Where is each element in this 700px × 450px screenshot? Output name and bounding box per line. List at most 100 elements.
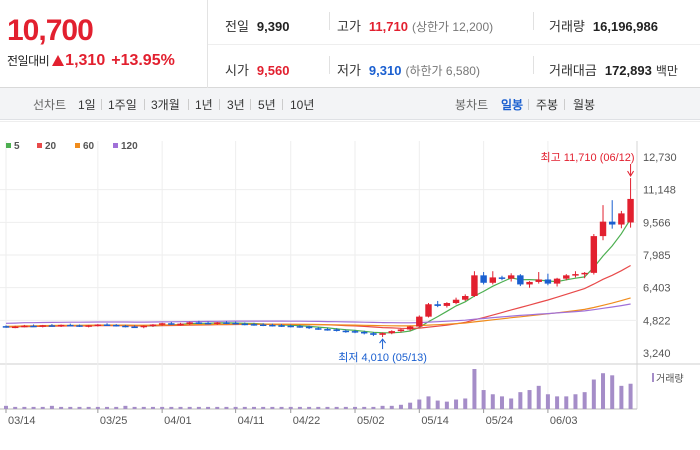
volume-bar [573,394,578,409]
volume-bar [509,398,514,409]
candle-body [443,303,451,306]
volume-label: 거래량 [656,373,684,385]
candle-body [259,324,267,326]
volume-bar [582,392,587,409]
candle-body [241,323,249,326]
x-tick-label: 04/22 [293,415,321,427]
range-3y[interactable]: 3년 [227,98,245,112]
volume-legend-swatch [652,373,654,382]
candle-body [406,326,414,330]
volume-bar [426,396,431,409]
candle-body [498,277,506,279]
volume-bar [150,406,155,409]
candle-body [305,326,313,329]
candle-daily[interactable]: 일봉 [501,98,524,112]
price-summary: 10,700 전일대비 1,310 +13.95% 전일 9,390 고가 11,710… [0,0,700,88]
divider [144,99,145,110]
candle-weekly[interactable]: 주봉 [536,98,559,112]
range-3m[interactable]: 3개월 [151,98,180,112]
volume-bar [114,406,119,409]
low-annotation: 최저 4,010 (05/13) [338,351,427,364]
candle-body [342,330,350,333]
candle-body [158,323,166,325]
candle-body [269,324,276,327]
volume-bars: 거래량 [4,369,684,409]
candle-body [324,329,331,331]
volume-bar [31,406,36,409]
volume-bar [288,406,293,409]
volume-bar [160,406,165,409]
volume-bar [518,392,523,409]
volume-bar [105,406,110,409]
candle-body [287,325,294,328]
range-5y[interactable]: 5년 [258,98,276,112]
chart-svg: 5 20 60 120 12,730 11,148 9,566 7,985 6,403 4,82… [0,120,700,427]
range-1y[interactable]: 1년 [195,98,213,112]
candle-body [113,324,120,327]
candle-body [232,322,239,325]
line-chart-label: 선차트 [33,98,67,112]
change-percent: +13.95% [111,52,175,69]
stat-trade-amount: 거래대금 172,893 백만 [549,63,678,78]
candle-body [370,333,377,335]
divider [282,99,283,110]
candle-body [149,324,157,326]
candle-chart-label: 봉차트 [455,98,489,112]
candle-body [315,328,322,330]
volume-bar [297,406,302,409]
volume-bar [454,399,459,409]
y-tick-label: 7,985 [643,250,671,262]
stat-prev-close: 전일 9,390 [225,19,290,34]
candle-body [535,279,542,282]
candle-body [278,325,285,327]
range-1w[interactable]: 1주일 [108,98,137,112]
stat-high: 고가 11,710 (상한가 12,200) [337,19,494,34]
volume-bar [564,396,569,409]
range-1d[interactable]: 1일 [78,98,96,112]
candle-monthly[interactable]: 월봉 [573,98,596,112]
candle-body [351,331,359,333]
price-change: 전일대비 1,310 +13.95% [7,52,207,70]
candles [2,178,634,338]
legend-label: 60 [83,141,95,152]
volume-bar [22,406,27,409]
divider [188,99,189,110]
volume-bar [353,406,358,409]
volume-bar [279,406,284,409]
candle-body [563,275,570,279]
change-label: 전일대비 [7,54,50,68]
row-divider [208,44,700,45]
chart-toolbar: 선차트 1일 1주일 3개월 1년 3년 5년 10년 봉차트 일봉 주봉 월봉 [0,88,700,120]
y-axis: 12,730 11,148 9,566 7,985 6,403 4,822 3,240 [643,152,677,360]
stock-chart[interactable]: 5 20 60 120 12,730 11,148 9,566 7,985 6,403 4,82… [0,120,700,450]
volume-bar [242,406,247,409]
range-10y[interactable]: 10년 [290,98,315,112]
volume-bar [499,396,504,409]
candle-body [177,323,184,326]
candle-body [11,326,19,329]
volume-bar [215,406,220,409]
volume-bar [233,406,238,409]
candle-body [360,331,368,334]
high-arrow-icon [627,170,634,178]
volume-bar [536,385,541,409]
volume-bar [261,406,266,409]
volume-bar [68,406,73,409]
current-price: 10,700 [7,14,94,47]
volume-bar [132,406,137,409]
candle-body [21,325,28,328]
up-arrow-icon [52,55,65,66]
volume-bar [196,406,201,409]
change-value: 1,310 [65,52,106,69]
candle-body [39,325,46,327]
candle-body [140,325,147,328]
candle-body [489,277,497,283]
candle-body [76,325,83,327]
stat-low: 저가 9,310 (하한가 6,580) [337,63,480,78]
candle-body [416,316,423,327]
stat-volume: 거래량 16,196,986 [549,19,658,34]
candle-body [544,279,552,284]
stat-open: 시가 9,560 [225,63,290,78]
candle-body [618,213,625,225]
volume-bar [408,402,413,409]
